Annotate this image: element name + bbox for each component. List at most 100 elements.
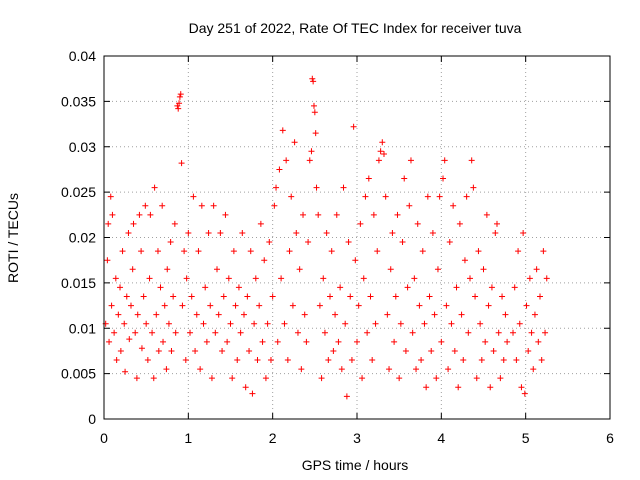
data-point xyxy=(460,357,467,364)
data-point xyxy=(365,175,372,182)
data-point xyxy=(525,347,532,354)
data-point xyxy=(399,239,406,246)
data-point xyxy=(431,311,438,318)
data-point xyxy=(224,338,231,345)
data-point xyxy=(473,375,480,382)
data-point xyxy=(119,248,126,255)
data-point xyxy=(293,229,300,236)
data-point xyxy=(448,320,455,327)
axis-ticks xyxy=(103,55,611,420)
data-point xyxy=(208,375,215,382)
data-point xyxy=(309,75,316,82)
data-point xyxy=(274,338,281,345)
data-point xyxy=(109,211,116,218)
data-point xyxy=(453,284,460,291)
data-point xyxy=(182,357,189,364)
data-point xyxy=(533,266,540,273)
data-point xyxy=(316,302,323,309)
data-point xyxy=(283,157,290,164)
data-point xyxy=(487,384,494,391)
data-point xyxy=(281,320,288,327)
data-point xyxy=(543,275,550,282)
data-point xyxy=(229,375,236,382)
data-point xyxy=(392,293,399,300)
data-point xyxy=(288,193,295,200)
data-point xyxy=(421,320,428,327)
data-point xyxy=(414,220,421,227)
data-point xyxy=(337,284,344,291)
data-point xyxy=(181,248,188,255)
data-point xyxy=(164,266,171,273)
data-point xyxy=(296,266,303,273)
data-point xyxy=(176,93,183,100)
data-point xyxy=(515,248,522,255)
data-point xyxy=(177,91,184,98)
data-point xyxy=(217,229,224,236)
data-point xyxy=(429,229,436,236)
data-point xyxy=(269,293,276,300)
data-point xyxy=(212,329,219,336)
data-point xyxy=(521,390,528,397)
data-point xyxy=(300,211,307,218)
data-point xyxy=(259,338,266,345)
data-point xyxy=(306,157,313,164)
data-point xyxy=(323,229,330,236)
data-point xyxy=(362,193,369,200)
data-point xyxy=(193,311,200,318)
data-point xyxy=(483,211,490,218)
data-point xyxy=(242,384,249,391)
data-point xyxy=(538,357,545,364)
data-point xyxy=(301,311,308,318)
data-point xyxy=(404,284,411,291)
data-point xyxy=(140,293,147,300)
data-point xyxy=(310,102,317,109)
data-point xyxy=(104,257,111,264)
data-point xyxy=(438,338,445,345)
y-tick-labels: 0 0.005 0.01 0.015 0.02 0.025 0.03 0.035 0.04 xyxy=(61,48,96,427)
data-point xyxy=(510,329,517,336)
data-point xyxy=(409,329,416,336)
data-point xyxy=(111,329,118,336)
data-point xyxy=(352,257,359,264)
data-point xyxy=(187,329,194,336)
data-point xyxy=(155,347,162,354)
data-point xyxy=(480,266,487,273)
data-point xyxy=(426,293,433,300)
data-point xyxy=(303,338,310,345)
data-point xyxy=(121,320,128,327)
data-point xyxy=(146,275,153,282)
y-tick-label: 0.01 xyxy=(69,320,96,336)
data-point xyxy=(207,302,214,309)
y-tick-label: 0.015 xyxy=(61,275,96,291)
data-point xyxy=(332,311,339,318)
data-point xyxy=(423,384,430,391)
data-point xyxy=(278,275,285,282)
data-point xyxy=(197,366,204,373)
data-point xyxy=(330,347,337,354)
data-point xyxy=(179,302,186,309)
data-point xyxy=(185,229,192,236)
data-point xyxy=(225,275,232,282)
y-tick-label: 0.005 xyxy=(61,366,96,382)
data-point xyxy=(458,311,465,318)
data-point xyxy=(153,311,160,318)
data-point xyxy=(320,275,327,282)
data-point xyxy=(176,100,183,107)
data-point xyxy=(375,157,382,164)
data-point xyxy=(436,193,443,200)
data-point xyxy=(232,302,239,309)
data-point xyxy=(117,347,124,354)
data-point xyxy=(343,393,350,400)
data-point xyxy=(106,338,113,345)
data-point xyxy=(284,357,291,364)
data-point xyxy=(450,202,457,209)
x-tick-labels: 0 1 2 3 4 5 6 xyxy=(100,430,614,446)
data-point xyxy=(492,229,499,236)
data-point xyxy=(540,248,547,255)
data-point xyxy=(150,375,157,382)
data-point xyxy=(138,345,145,352)
data-point xyxy=(401,175,408,182)
data-point xyxy=(475,248,482,255)
data-point xyxy=(416,302,423,309)
